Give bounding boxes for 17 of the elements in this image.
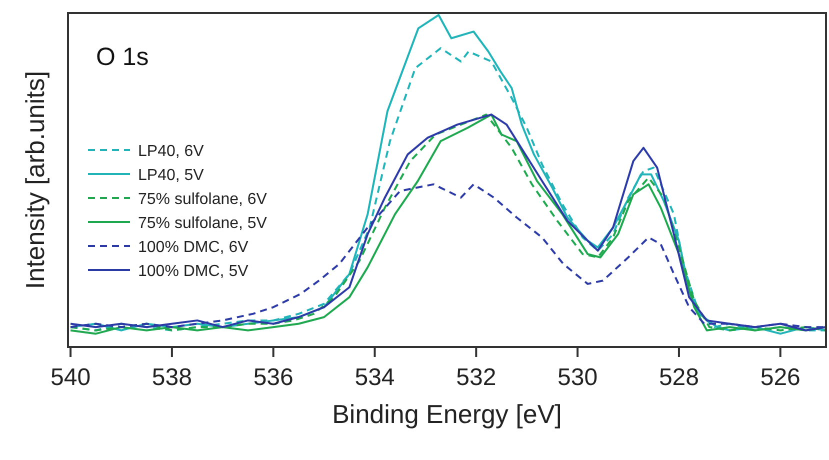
y-axis-title: Intensity [arb.units] [20, 70, 50, 290]
legend-label: 100% DMC, 6V [138, 239, 249, 256]
legend-label: 75% sulfolane, 6V [138, 191, 268, 208]
x-tick-label: 534 [354, 364, 395, 391]
legend-label: LP40, 6V [138, 143, 204, 160]
x-tick-label: 538 [152, 364, 192, 391]
x-tick-label: 536 [253, 364, 294, 391]
legend-label: 75% sulfolane, 5V [138, 215, 268, 232]
x-tick-label: 530 [558, 364, 598, 391]
x-tick-label: 532 [456, 364, 496, 391]
legend-label: 100% DMC, 5V [138, 263, 249, 280]
x-tick-label: 526 [760, 364, 800, 391]
text: O 1s [96, 43, 149, 71]
legend-label: LP40, 5V [138, 167, 204, 184]
x-axis-title: Binding Energy [eV] [332, 399, 562, 429]
x-tick-label: 528 [658, 364, 699, 391]
x-tick-label: 540 [50, 364, 91, 391]
